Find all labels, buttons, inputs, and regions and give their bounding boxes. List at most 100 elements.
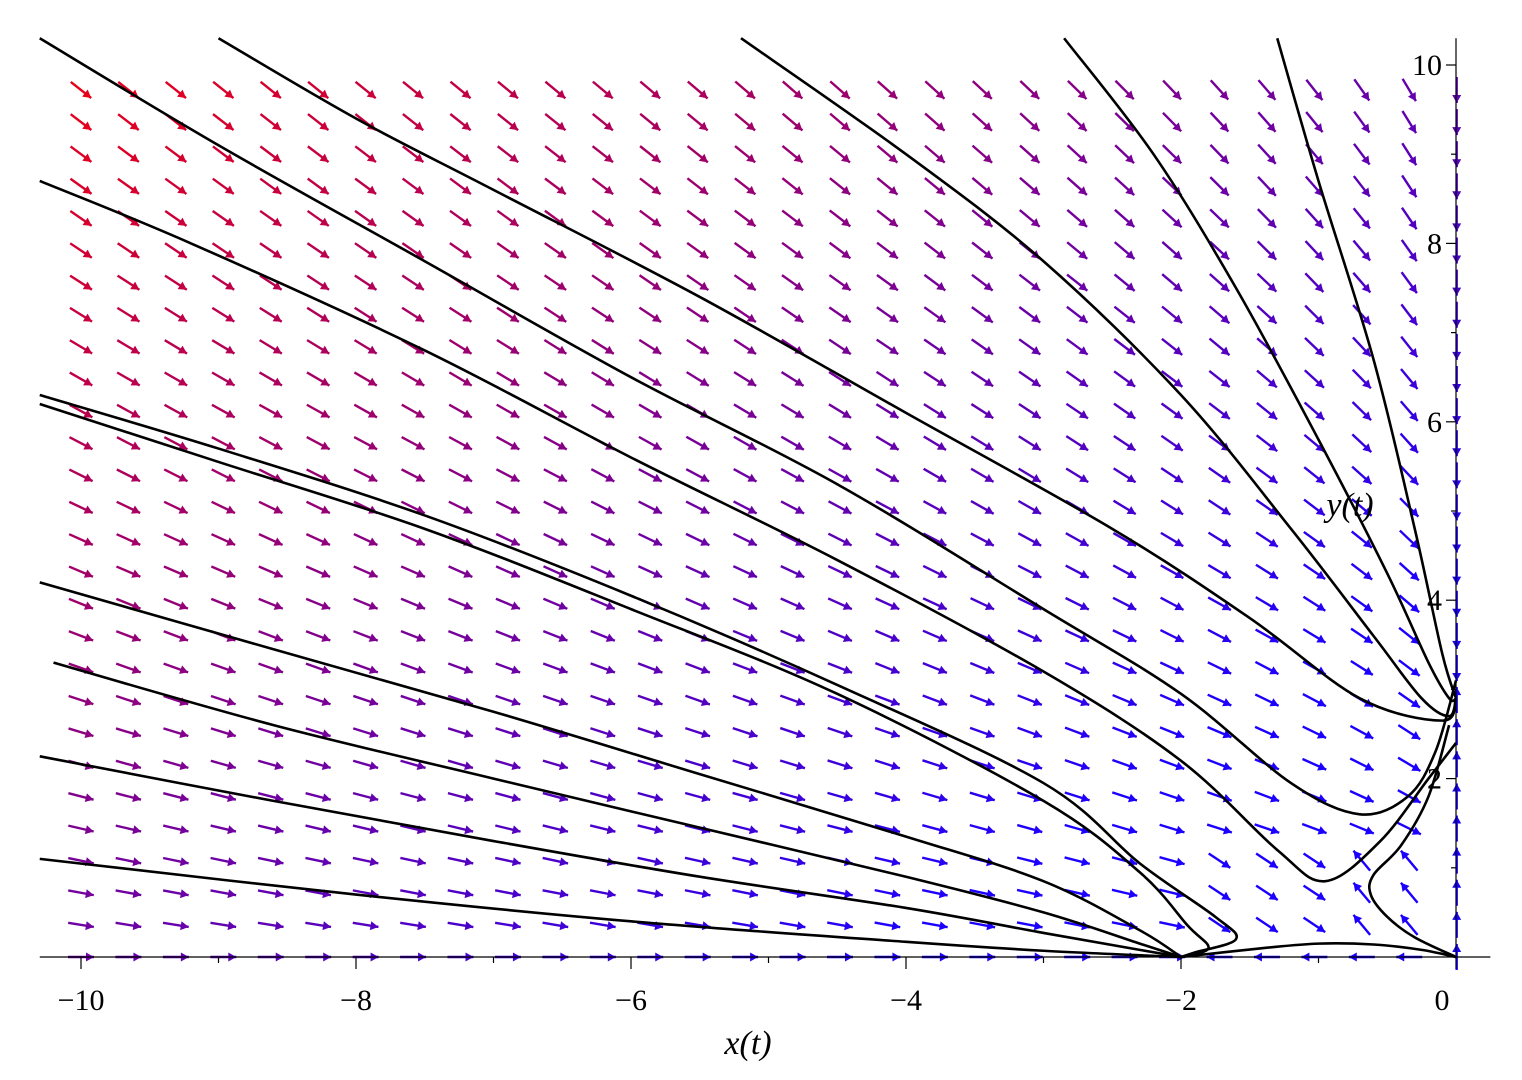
field-arrow [1352,207,1371,230]
field-arrow [1208,852,1231,869]
field-arrow [211,403,236,419]
field-arrow [1017,726,1043,739]
field-arrow [1452,205,1462,232]
field-arrow [257,889,284,899]
field-arrow [162,856,189,867]
field-arrow [1113,370,1136,388]
field-arrow [307,80,330,100]
field-arrow [589,824,616,835]
field-arrow [1353,110,1371,134]
field-arrow [259,306,283,323]
field-arrow [68,436,94,451]
field-arrow [1401,110,1418,134]
field-arrow [971,306,994,324]
field-arrow [1452,301,1462,328]
field-arrow [449,145,472,164]
field-arrow [69,145,93,163]
field-arrow [1017,564,1042,579]
field-arrow [589,921,616,931]
field-arrow [684,727,711,739]
field-arrow [210,856,237,867]
field-arrow [497,113,519,132]
field-arrow [447,662,474,674]
field-arrow [733,306,757,324]
field-arrow [781,177,804,196]
field-arrow [542,856,569,867]
field-arrow [494,889,521,899]
field-arrow [876,274,899,292]
field-arrow [638,403,663,419]
field-arrow [448,403,473,419]
field-arrow [781,274,804,292]
field-arrow [590,694,616,706]
x-tick-label: −10 [58,984,105,1017]
field-arrow [400,694,426,706]
field-arrow [257,727,284,738]
field-arrow [591,306,615,323]
field-arrow [163,436,188,451]
axes: −10 −8 −6 −4 −2 0 2 4 6 8 10 [39,38,1491,1017]
field-arrow [448,500,473,515]
field-arrow [495,824,521,835]
field-arrow [1351,433,1373,453]
field-arrow [1351,465,1373,485]
field-arrow [1112,596,1137,611]
field-arrow [1161,273,1183,292]
field-arrow [637,565,663,579]
field-arrow [212,80,235,100]
y-tick-label: 10 [1412,49,1442,82]
field-arrow [1303,466,1326,485]
field-arrow [685,662,711,674]
field-arrow [1349,789,1375,803]
field-arrow [495,435,520,451]
field-arrow [1016,856,1043,867]
field-arrow [638,241,662,260]
field-arrow [684,856,711,867]
field-arrow [1397,691,1421,709]
field-arrow [1208,466,1231,484]
field-arrow [352,727,379,739]
trajectory [217,37,1458,722]
field-arrow [496,242,520,259]
field-arrow [1114,176,1136,196]
field-arrow [1064,758,1090,771]
field-arrow [1112,499,1137,516]
field-arrow [734,177,757,196]
field-arrow [495,500,521,515]
field-arrow [923,209,946,228]
field-arrow [874,726,901,739]
field-arrow [259,274,283,291]
field-arrow [1160,499,1184,516]
field-arrow [733,241,757,260]
field-arrow [733,274,757,292]
field-arrow [1018,402,1042,420]
field-arrow [734,145,756,164]
field-arrow [257,921,284,931]
field-arrow [827,500,853,515]
field-arrow [686,274,710,292]
field-arrow [117,113,140,131]
field-arrow [212,113,235,131]
field-arrow [449,80,472,100]
field-arrow [1161,144,1183,165]
field-arrow [874,921,901,931]
field-arrow [1349,757,1374,772]
field-arrow [638,468,663,483]
field-arrow [922,597,948,611]
field-arrow [1066,305,1089,324]
field-arrow [922,791,948,803]
field-arrow [686,209,709,228]
field-arrow [258,436,283,451]
field-arrow [400,597,426,610]
field-arrow [496,209,520,228]
field-arrow [257,824,284,835]
field-arrow [827,662,853,675]
field-arrow [543,532,568,547]
field-arrow [827,564,853,579]
field-arrow [211,468,236,483]
field-arrow [1452,526,1462,553]
field-arrow [496,338,520,355]
field-arrow [447,889,474,899]
field-arrow [1452,173,1462,200]
field-arrow [732,694,758,707]
